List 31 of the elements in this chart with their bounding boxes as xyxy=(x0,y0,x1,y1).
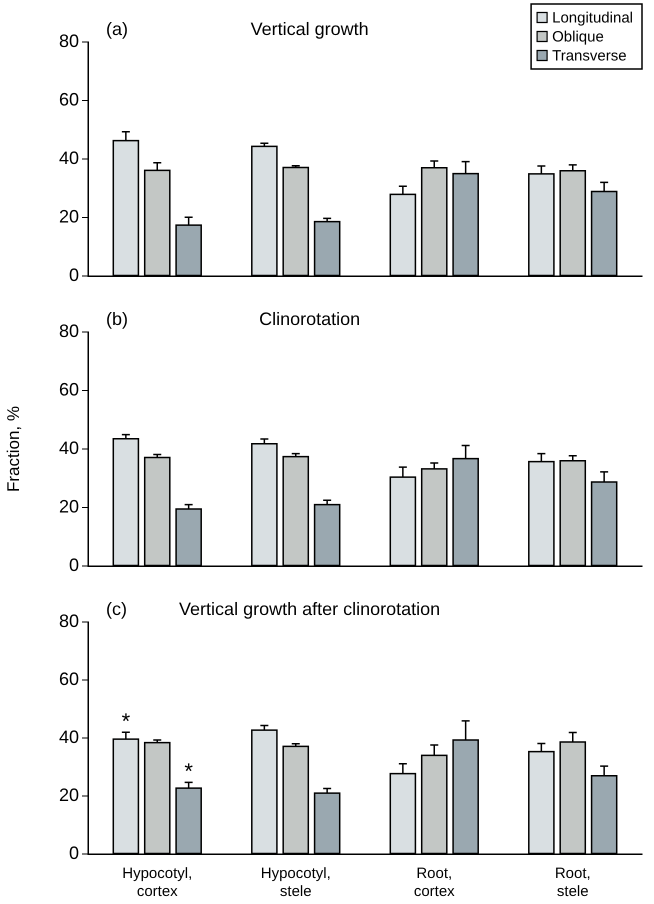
y-tick-label: 20 xyxy=(58,784,79,805)
y-axis-title: Fraction, % xyxy=(4,406,23,492)
y-tick-label: 20 xyxy=(58,496,79,516)
annotation: * xyxy=(122,708,131,734)
y-tick-label: 80 xyxy=(58,320,79,341)
y-tick-label: 0 xyxy=(68,842,79,863)
x-tick-label: Root, cortex xyxy=(414,865,456,900)
legend-label: Transverse xyxy=(552,48,627,65)
chart-title: Vertical growth after clinorotation xyxy=(179,598,440,619)
y-tick-label: 20 xyxy=(58,206,79,226)
text: (b) xyxy=(106,308,128,329)
text: (c) xyxy=(106,598,127,619)
legend-label: Oblique xyxy=(552,28,604,46)
y-tick-label: 60 xyxy=(58,379,79,400)
x-tick-label: Hypocotyl, cortex xyxy=(122,865,192,900)
y-tick-label: 40 xyxy=(58,726,79,747)
y-tick-label: 80 xyxy=(58,610,79,631)
annotation: * xyxy=(184,758,194,784)
y-tick-label: 0 xyxy=(68,264,79,285)
chart-title: Clinorotation xyxy=(259,308,360,329)
y-tick-label: 40 xyxy=(58,438,79,458)
y-tick-label: 40 xyxy=(58,148,79,168)
chart-title: Vertical growth xyxy=(250,18,369,39)
y-tick-label: 80 xyxy=(58,30,79,51)
y-tick-label: 60 xyxy=(58,668,79,689)
x-tick-label: Root, stele xyxy=(554,865,591,900)
text: (a) xyxy=(106,18,128,39)
legend-label: Longitudinal xyxy=(552,10,634,27)
x-tick-label: Hypocotyl, stele xyxy=(260,865,331,900)
y-tick-label: 0 xyxy=(68,554,79,575)
y-tick-label: 60 xyxy=(58,89,79,110)
